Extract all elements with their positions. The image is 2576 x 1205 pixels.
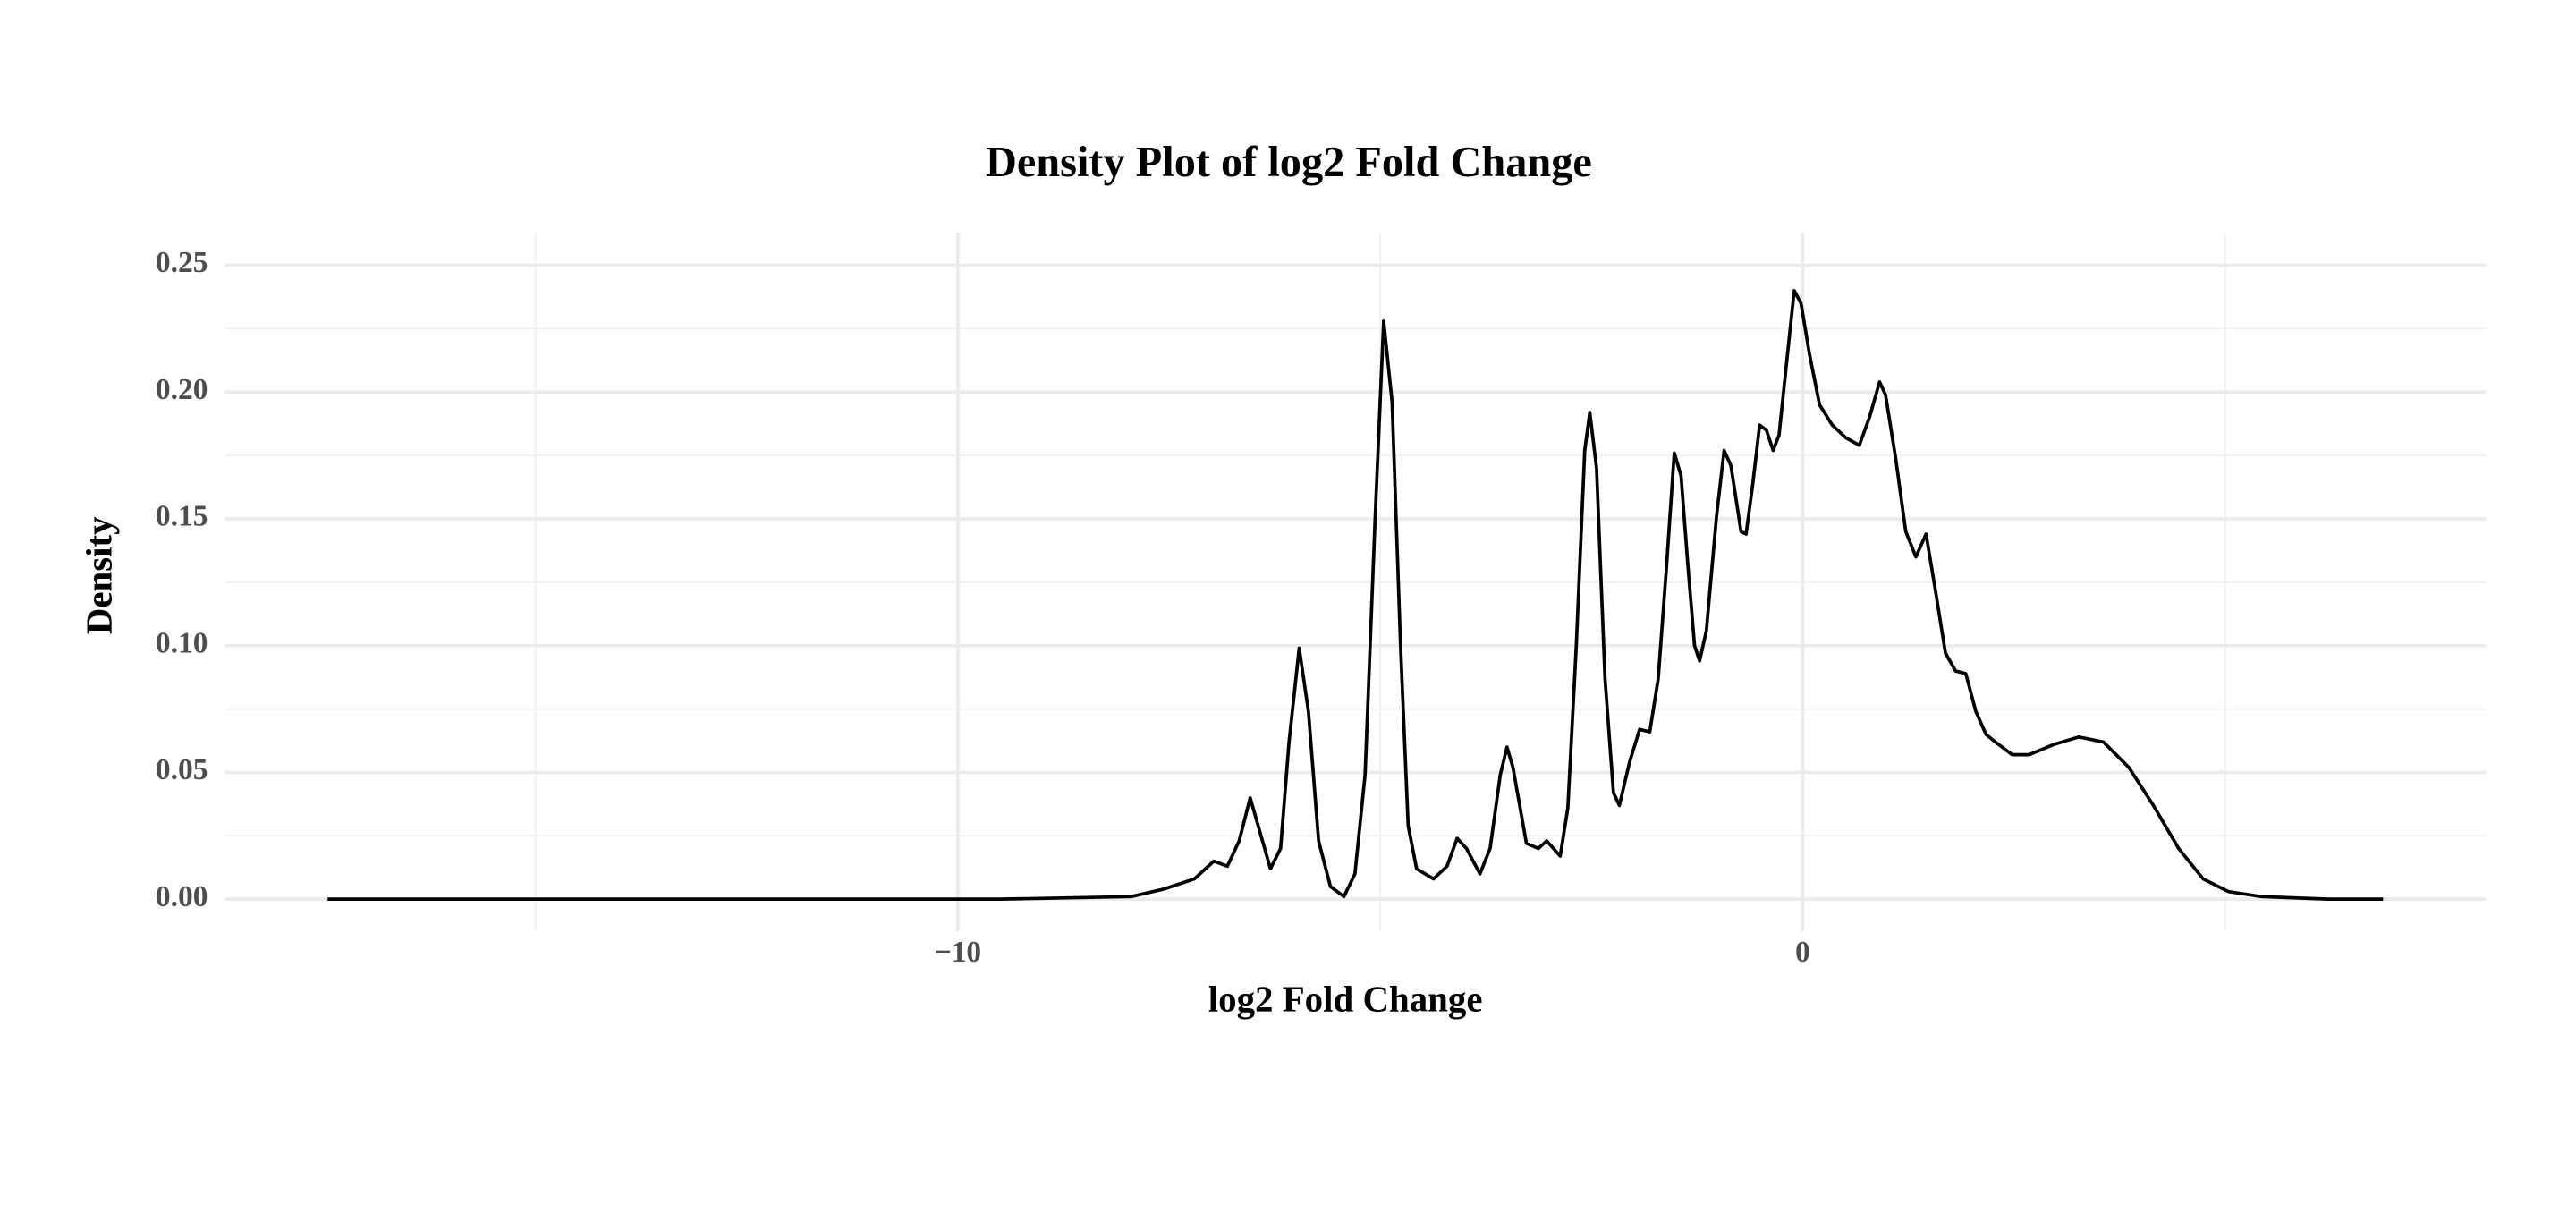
chart-title: Density Plot of log2 Fold Change	[986, 139, 1592, 186]
y-tick-label: 0.05	[156, 753, 208, 786]
x-tick-label: −10	[935, 936, 982, 969]
y-tick-label: 0.20	[156, 373, 208, 406]
density-line	[327, 289, 2384, 902]
plot-area	[327, 289, 2384, 902]
grid	[225, 233, 2487, 932]
y-tick-label: 0.25	[156, 246, 208, 279]
tick-labels: 0.00 0.05 0.10 0.15 0.20 0.25 −10 0	[156, 246, 1810, 969]
x-axis-title: log2 Fold Change	[1208, 979, 1483, 1019]
y-tick-label: 0.15	[156, 500, 208, 533]
y-tick-label: 0.10	[156, 626, 208, 659]
y-axis-title: Density	[80, 516, 120, 634]
x-tick-label: 0	[1795, 936, 1810, 969]
y-tick-label: 0.00	[156, 880, 208, 913]
